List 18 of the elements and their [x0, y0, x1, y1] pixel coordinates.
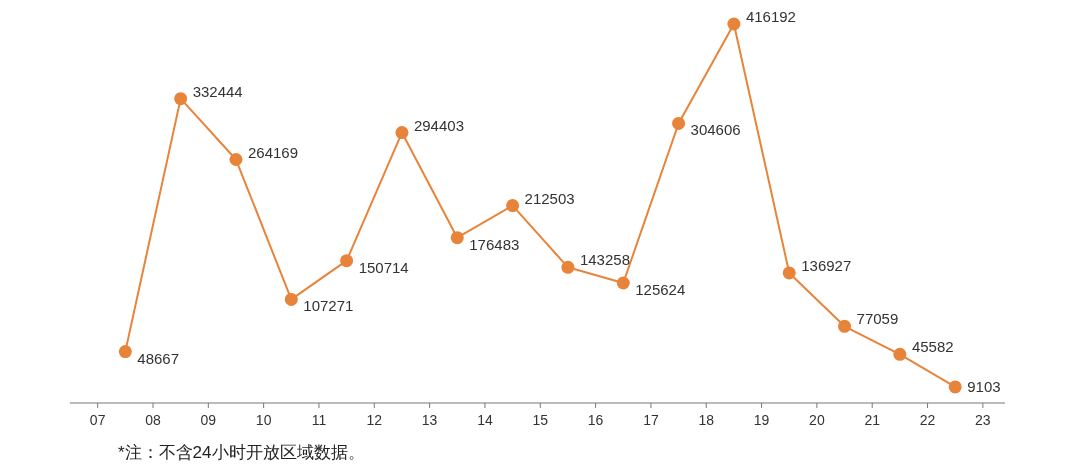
x-tick-label: 17 [643, 412, 659, 428]
x-tick-label: 13 [421, 412, 438, 428]
x-tick-label: 11 [311, 412, 327, 428]
x-tick-label: 07 [89, 412, 106, 428]
x-tick-label: 21 [864, 412, 881, 428]
x-tick-label: 08 [145, 412, 161, 428]
x-tick-label: 12 [366, 412, 383, 428]
x-tick-label: 20 [809, 412, 825, 428]
annotation: *注：不含24小时开放区域数据。 [118, 443, 365, 462]
x-tick-label: 22 [919, 412, 936, 428]
x-tick-label: 16 [587, 412, 604, 428]
x-tick-label: 23 [975, 412, 991, 428]
x-tick-label: 18 [698, 412, 715, 428]
x-tick-label: 19 [753, 412, 770, 428]
x-tick-label: 10 [255, 412, 272, 428]
x-tick-label: 14 [477, 412, 493, 428]
x-tick-label: 15 [532, 412, 549, 428]
x-tick-label: 09 [200, 412, 217, 428]
